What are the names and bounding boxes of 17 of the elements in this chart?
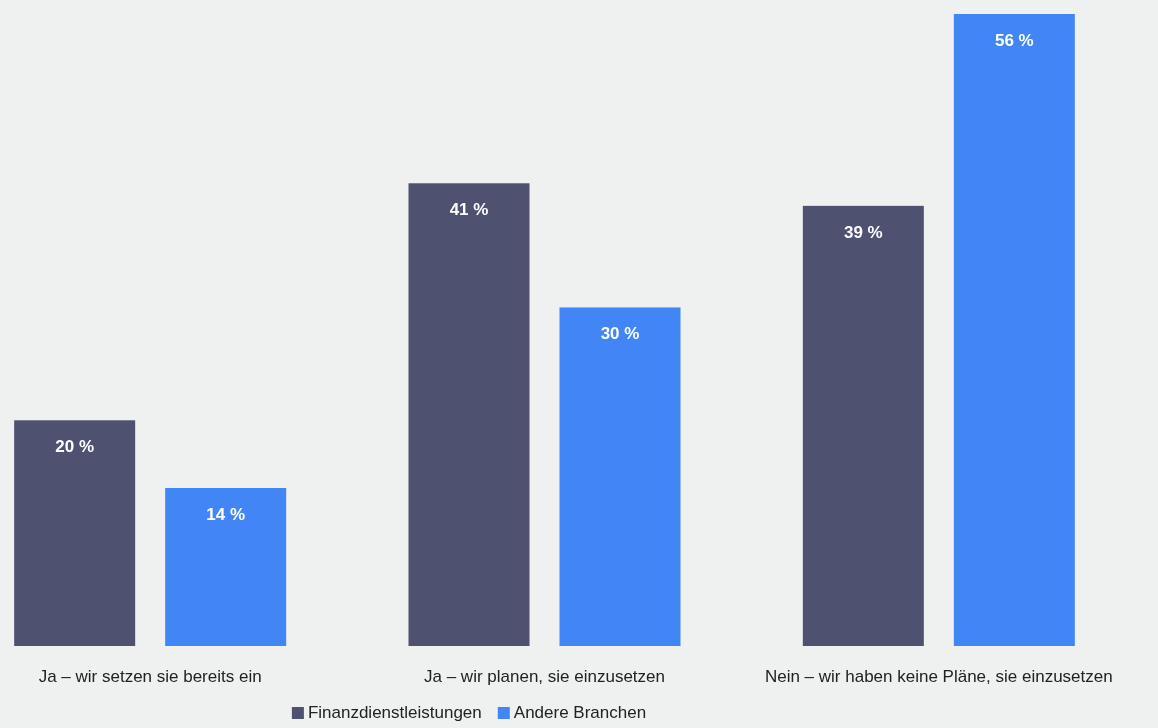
x-tick-label: Ja – wir planen, sie einzusetzen [424, 667, 665, 686]
legend-label: Finanzdienstleistungen [307, 703, 482, 722]
data-label: 56 % [994, 31, 1034, 50]
bar [408, 183, 530, 646]
x-tick-label: Nein – wir haben keine Pläne, sie einzusetzen [764, 667, 1113, 686]
data-label: 39 % [843, 222, 883, 242]
bar [953, 14, 1075, 646]
data-label: 30 % [600, 324, 640, 344]
bar [802, 205, 924, 646]
data-label: 41 % [449, 200, 489, 220]
x-tick-label: Ja – wir setzen sie bereits ein [38, 667, 262, 686]
bar [14, 420, 136, 646]
bar [559, 307, 681, 646]
data-label: 14 % [206, 505, 246, 524]
data-label: 20 % [55, 437, 95, 457]
bar [165, 488, 287, 646]
legend-label: Andere Branchen [513, 703, 647, 722]
